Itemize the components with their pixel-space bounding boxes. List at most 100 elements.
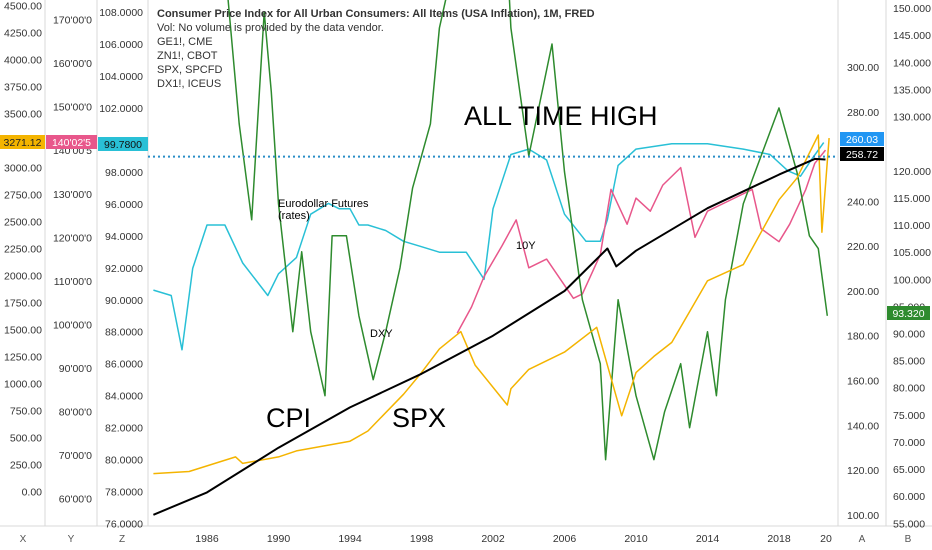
zn-axis-ticks: 170'00'0160'00'0150'00'0140'00'5130'00'0… bbox=[53, 15, 92, 506]
annotation-cpi: CPI bbox=[266, 403, 311, 433]
cpi-axis-ticks: 300.00 280.00 240.00 220.00 200.00 180.00 160.… bbox=[847, 62, 879, 522]
spx-tick-label: 4500.00 bbox=[4, 0, 42, 12]
dxy-tick-label: 94.0000 bbox=[105, 231, 143, 243]
time-tick-label: 2018 bbox=[767, 533, 791, 545]
ge-tick-label: 105.000 bbox=[893, 247, 931, 259]
ge-tick-label: 65.000 bbox=[893, 464, 925, 476]
time-tick-label: 20 bbox=[820, 533, 832, 545]
dxy-tick-label: 96.0000 bbox=[105, 199, 143, 211]
legend-line-dx: DX1!, ICEUS bbox=[157, 78, 221, 90]
axis-letter-b: B bbox=[905, 534, 912, 545]
spx-tick-label: 2750.00 bbox=[4, 189, 42, 201]
ge-tick-label: 70.000 bbox=[893, 437, 925, 449]
annotation-all-time-high: ALL TIME HIGH bbox=[464, 101, 658, 131]
time-tick-label: 2010 bbox=[624, 533, 648, 545]
ge-tick-label: 145.000 bbox=[893, 30, 931, 42]
spx-tick-label: 4250.00 bbox=[4, 27, 42, 39]
ge-tick-label: 110.000 bbox=[893, 220, 930, 232]
spx-tick-label: 1250.00 bbox=[4, 351, 42, 363]
ge-tick-label: 80.000 bbox=[893, 383, 925, 395]
ge-tick-label: 135.000 bbox=[893, 84, 931, 96]
spx-tick-label: 250.00 bbox=[10, 459, 42, 471]
series-line-dxy bbox=[227, 0, 829, 461]
badge-cpi-bg bbox=[840, 147, 884, 161]
dxy-tick-label: 106.0000 bbox=[99, 39, 143, 51]
spx-tick-label: 2000.00 bbox=[4, 270, 42, 282]
ge-tick-label: 130.000 bbox=[893, 112, 931, 124]
badge-ge: 93.320 bbox=[887, 306, 930, 320]
time-tick-label: 1994 bbox=[338, 533, 362, 545]
ge-tick-label: 85.000 bbox=[893, 356, 925, 368]
ge-tick-label: 100.000 bbox=[893, 274, 931, 286]
badge-ge-bg bbox=[887, 306, 930, 320]
badge-spx-bg bbox=[0, 135, 45, 149]
dxy-tick-label: 76.0000 bbox=[105, 519, 143, 531]
zn-tick-label: 80'00'0 bbox=[59, 406, 92, 418]
ge-tick-label: 115.000 bbox=[893, 193, 930, 205]
spx-tick-label: 500.00 bbox=[10, 432, 42, 444]
time-tick-label: 1990 bbox=[267, 533, 291, 545]
dxy-tick-label: 90.0000 bbox=[105, 295, 143, 307]
spx-tick-label: 1000.00 bbox=[4, 378, 42, 390]
series-group bbox=[153, 0, 830, 516]
cpi-tick-label: 240.00 bbox=[847, 196, 879, 208]
spx-tick-label: 2250.00 bbox=[4, 243, 42, 255]
badge-zn: 140'02'5 bbox=[46, 135, 97, 149]
annotation-eurodollar-rates: (rates) bbox=[278, 210, 310, 222]
zn-tick-label: 130'00'0 bbox=[53, 189, 92, 201]
axis-letter-a: A bbox=[859, 534, 866, 545]
zn-tick-label: 70'00'0 bbox=[59, 450, 92, 462]
spx-tick-label: 3000.00 bbox=[4, 162, 42, 174]
cpi-tick-label: 140.00 bbox=[847, 420, 879, 432]
badge-zn-bg bbox=[46, 135, 97, 149]
spx-tick-label: 750.00 bbox=[10, 405, 42, 417]
annotation-eurodollar: Eurodollar Futures bbox=[278, 198, 369, 210]
badge-cpi-high-value: 260.03 bbox=[846, 134, 878, 146]
series-line-eurodollar-futures-rates bbox=[153, 142, 825, 351]
spx-tick-label: 1500.00 bbox=[4, 324, 42, 336]
badge-spx: 3271.12 bbox=[0, 135, 45, 149]
ge-tick-label: 140.000 bbox=[893, 57, 931, 69]
zn-tick-label: 120'00'0 bbox=[53, 232, 92, 244]
zn-tick-label: 90'00'0 bbox=[59, 363, 92, 375]
time-tick-label: 2002 bbox=[481, 533, 505, 545]
spx-tick-label: 2500.00 bbox=[4, 216, 42, 228]
dxy-tick-label: 80.0000 bbox=[105, 455, 143, 467]
spx-tick-label: 0.00 bbox=[22, 486, 43, 498]
cpi-tick-label: 100.00 bbox=[847, 510, 879, 522]
legend-line-zn: ZN1!, CBOT bbox=[157, 50, 218, 62]
dxy-tick-label: 102.0000 bbox=[99, 103, 143, 115]
dxy-tick-label: 82.0000 bbox=[105, 423, 143, 435]
zn-tick-label: 100'00'0 bbox=[53, 319, 92, 331]
series-line-cpi bbox=[153, 157, 826, 516]
ge-tick-label: 90.000 bbox=[893, 328, 925, 340]
zn-tick-label: 160'00'0 bbox=[53, 58, 92, 70]
dxy-tick-label: 108.0000 bbox=[99, 7, 143, 19]
cpi-tick-label: 200.00 bbox=[847, 286, 879, 298]
spx-tick-label: 4000.00 bbox=[4, 54, 42, 66]
dxy-tick-label: 88.0000 bbox=[105, 327, 143, 339]
ge-tick-label: 150.000 bbox=[893, 3, 931, 15]
badge-cpi-high: 260.03 bbox=[840, 132, 884, 146]
annotation-spx: SPX bbox=[392, 403, 446, 433]
cpi-tick-label: 280.00 bbox=[847, 107, 879, 119]
time-tick-label: 1998 bbox=[410, 533, 434, 545]
badge-dxy-bg bbox=[98, 137, 148, 151]
time-axis-ticks: 1986 1990 1994 1998 2002 2006 2010 2014 2018 20 bbox=[195, 533, 832, 545]
ge-tick-label: 55.000 bbox=[893, 518, 925, 530]
series-line-10y bbox=[456, 149, 827, 334]
spx-tick-label: 3500.00 bbox=[4, 108, 42, 120]
dxy-tick-label: 98.0000 bbox=[105, 167, 143, 179]
badge-cpi-value: 258.72 bbox=[846, 149, 878, 161]
time-tick-label: 2006 bbox=[553, 533, 577, 545]
dxy-tick-label: 86.0000 bbox=[105, 359, 143, 371]
dxy-tick-label: 78.0000 bbox=[105, 487, 143, 499]
cpi-tick-label: 160.00 bbox=[847, 376, 879, 388]
ge-tick-label: 120.000 bbox=[893, 166, 931, 178]
ge-axis-ticks: 150.000 145.000 140.000 135.000 130.000 120.0… bbox=[893, 3, 931, 530]
annotation-10y: 10Y bbox=[516, 240, 536, 252]
dxy-tick-label: 84.0000 bbox=[105, 391, 143, 403]
annotation-dxy: DXY bbox=[370, 328, 393, 340]
dxy-axis-ticks: 108.0000 106.0000 104.0000 102.0000 98.0000 9… bbox=[99, 7, 143, 531]
